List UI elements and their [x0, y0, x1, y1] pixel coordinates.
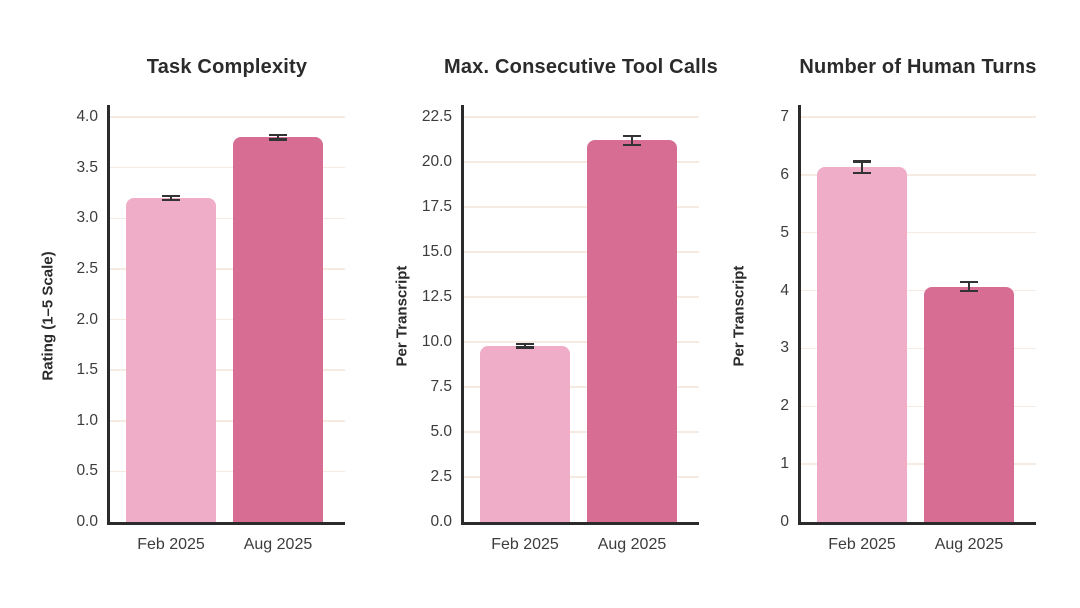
gridline: [110, 217, 345, 219]
gridline: [110, 470, 345, 473]
gridline: [801, 405, 1036, 408]
y-tick-label: 0.0: [430, 513, 452, 530]
error-bar-cap-top: [960, 280, 978, 284]
y-tick-label: 15.0: [421, 243, 452, 260]
gridline: [464, 206, 699, 208]
x-tick-label: Aug 2025: [934, 536, 1004, 553]
y-tick-label: 3: [780, 339, 789, 357]
error-bar-cap-bottom: [162, 198, 180, 202]
error-bar-cap-bottom: [269, 138, 287, 141]
y-axis-spine: [798, 105, 801, 525]
gridline: [801, 116, 1036, 118]
y-axis-spine: [461, 105, 464, 525]
error-bar-cap-top: [853, 160, 871, 163]
gridline: [110, 318, 345, 321]
error-bar-line: [860, 161, 864, 174]
error-bar-line: [630, 135, 634, 145]
gridline: [464, 386, 699, 388]
y-tick-label: 2.0: [76, 310, 98, 328]
y-tick-label: 5.0: [430, 423, 452, 440]
chart-title: Max. Consecutive Tool Calls: [444, 56, 718, 78]
y-tick-label: 7: [780, 108, 789, 125]
error-bar-cap-bottom: [516, 346, 534, 349]
plot-area: 0.0 2.5 5.0 7.5 10.0 12.5 15.0 17.5 20.0 22.5 Feb …: [422, 105, 699, 553]
y-tick-label: 0.0: [76, 513, 98, 530]
error-bar-cap-bottom: [623, 143, 641, 147]
bar-feb-2025: [126, 198, 216, 522]
error-bar-cap-top: [623, 134, 641, 138]
error-bar-line: [967, 281, 971, 292]
chart-panel-task-complexity: Task Complexity Rating (1–5 Scale) 0.0 0.…: [0, 0, 360, 608]
error-bar-cap-top: [516, 342, 534, 346]
error-bar-cap-bottom: [960, 289, 978, 293]
chart-panel-max-consecutive-tool-calls: Max. Consecutive Tool Calls Per Transcri…: [354, 0, 718, 608]
gridline: [110, 116, 345, 118]
y-tick-label: 0.5: [76, 462, 98, 480]
y-axis-spine: [107, 105, 110, 525]
gridline: [801, 347, 1036, 350]
bar-aug-2025: [587, 140, 677, 522]
y-tick-label: 4: [780, 281, 789, 299]
y-tick-label: 1.5: [76, 361, 98, 379]
gridline: [801, 231, 1036, 234]
x-axis-spine: [798, 522, 1036, 525]
bar-feb-2025: [480, 345, 570, 522]
x-axis-spine: [461, 522, 699, 525]
y-tick-label: 10.0: [421, 333, 452, 350]
gridline: [801, 463, 1036, 465]
gridline: [464, 251, 699, 253]
x-tick-label: Aug 2025: [597, 536, 667, 553]
y-tick-label: 7.5: [430, 378, 452, 395]
gridline: [801, 174, 1036, 176]
chart-title: Number of Human Turns: [799, 56, 1037, 78]
y-tick-label: 1.0: [76, 411, 98, 429]
error-bar-line: [276, 135, 280, 140]
error-bar-cap-bottom: [853, 171, 871, 175]
gridline: [464, 431, 699, 433]
gridline: [464, 341, 699, 343]
y-tick-label: 12.5: [421, 288, 452, 305]
y-tick-label: 20.0: [421, 153, 452, 170]
y-tick-label: 17.5: [421, 198, 452, 215]
bar-aug-2025: [233, 137, 323, 522]
y-tick-label: 22.5: [421, 108, 452, 125]
gridline: [464, 296, 699, 298]
y-tick-label: 2.5: [76, 259, 98, 277]
y-tick-label: 3.5: [76, 158, 98, 176]
gridline: [110, 166, 345, 169]
x-tick-label: Feb 2025: [828, 536, 896, 553]
gridline: [110, 420, 345, 422]
bar-feb-2025: [817, 167, 907, 522]
gridline: [464, 161, 699, 163]
y-tick-label: 5: [780, 223, 789, 241]
error-bar-line: [169, 195, 173, 201]
x-axis-spine: [107, 522, 345, 525]
y-tick-label: 4.0: [76, 108, 98, 125]
x-tick-label: Feb 2025: [137, 536, 205, 553]
chart-title: Task Complexity: [146, 56, 308, 78]
y-tick-label: 1: [780, 455, 789, 473]
gridline: [110, 369, 345, 371]
y-tick-label: 0: [780, 513, 789, 530]
gridline: [464, 476, 699, 478]
gridline: [110, 268, 345, 270]
gridline: [464, 116, 699, 118]
y-tick-label: 3.0: [76, 209, 98, 227]
error-bar-cap-top: [269, 133, 287, 137]
plot-area: 0.0 0.5 1.0 1.5 2.0 2.5 3.0 3.5 4.0 Feb 2025 Aug 2…: [76, 105, 345, 553]
error-bar-cap-top: [162, 194, 180, 198]
y-tick-label: 2.5: [430, 468, 452, 485]
plot-area: 0 1 2 3 4 5 6 7 Feb 2025 Aug 2025: [780, 105, 1036, 553]
x-tick-label: Feb 2025: [491, 536, 559, 553]
error-bar-line: [523, 343, 527, 348]
x-tick-label: Aug 2025: [243, 536, 313, 553]
bar-aug-2025: [924, 286, 1014, 522]
y-tick-label: 6: [780, 165, 789, 183]
gridline: [801, 289, 1036, 292]
y-tick-label: 2: [780, 397, 789, 415]
